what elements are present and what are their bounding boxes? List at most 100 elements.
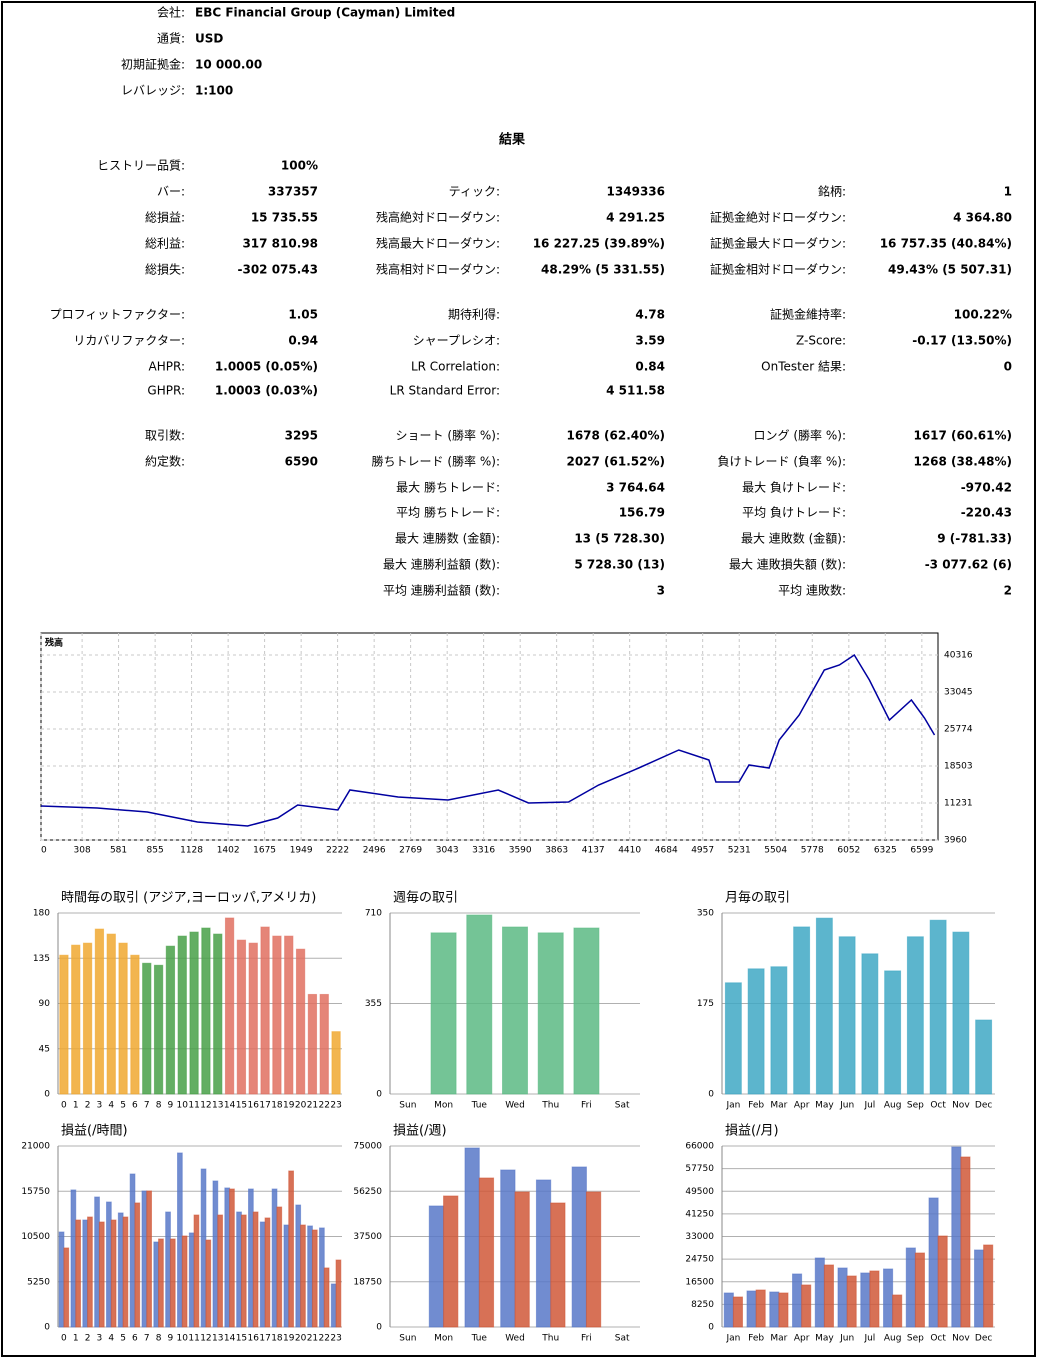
bar <box>153 1241 160 1328</box>
bar <box>319 993 329 1095</box>
x-tick-label: Mon <box>434 1101 453 1111</box>
x-tick-label: 581 <box>110 846 127 856</box>
bar <box>181 1235 188 1328</box>
stat-value: 3 764.64 <box>606 481 665 495</box>
bar <box>248 942 258 1095</box>
x-tick-label: Wed <box>505 1334 525 1344</box>
x-tick-label: 6 <box>132 1334 138 1344</box>
x-tick-label: 23 <box>330 1101 341 1111</box>
x-tick-label: Sep <box>907 1334 924 1344</box>
y-tick-label: 45 <box>39 1044 50 1054</box>
x-tick-label: 4957 <box>691 846 714 856</box>
y-tick-label: 0 <box>708 1323 714 1333</box>
bar <box>869 1270 880 1328</box>
bar <box>236 939 247 1095</box>
y-tick-label: 25774 <box>944 724 973 734</box>
bar <box>153 964 164 1095</box>
bar <box>846 1275 857 1328</box>
x-tick-label: Oct <box>930 1334 946 1344</box>
stat-value: 2 <box>1004 584 1012 598</box>
bar <box>861 953 879 1095</box>
x-tick-label: Jul <box>863 1334 875 1344</box>
stat-label: 残高相対ドローダウン: <box>376 262 500 277</box>
x-tick-label: 8 <box>156 1334 162 1344</box>
x-tick-label: Wed <box>505 1101 525 1111</box>
stat-label: Z-Score: <box>796 334 846 348</box>
bar <box>331 1031 341 1095</box>
x-tick-label: Sep <box>907 1101 924 1111</box>
x-tick-label: 9 <box>168 1334 174 1344</box>
stat-label: 最大 連勝利益額 (数): <box>383 557 500 572</box>
stat-label: 証拠金相対ドローダウン: <box>710 262 846 277</box>
bar <box>430 932 457 1095</box>
bar <box>264 1217 271 1328</box>
stat-label: 総利益: <box>145 237 185 251</box>
bar <box>284 935 294 1095</box>
stat-value: 2027 (61.52%) <box>566 455 665 469</box>
x-tick-label: 7 <box>144 1101 150 1111</box>
bar <box>502 926 528 1095</box>
x-tick-label: 3863 <box>545 846 568 856</box>
bar <box>573 927 600 1095</box>
x-tick-label: 19 <box>283 1101 295 1111</box>
x-tick-label: 22 <box>319 1101 330 1111</box>
x-tick-label: Apr <box>794 1334 810 1344</box>
x-tick-label: 1 <box>73 1334 79 1344</box>
stat-value: 49.43% (5 507.31) <box>888 263 1012 277</box>
stat-label: LR Standard Error: <box>390 384 500 398</box>
bar <box>514 1191 530 1328</box>
stat-value: 15 735.55 <box>251 211 318 225</box>
y-tick-label: 3960 <box>944 836 967 846</box>
y-tick-label: 135 <box>33 954 50 964</box>
bar <box>271 1188 278 1328</box>
bar <box>724 982 742 1095</box>
bar <box>229 1188 235 1328</box>
y-tick-label: 15750 <box>21 1187 50 1197</box>
stat-value: -3 077.62 (6) <box>925 558 1012 572</box>
bar <box>535 1179 552 1328</box>
bar <box>130 954 140 1095</box>
y-tick-label: 16500 <box>685 1277 714 1287</box>
x-tick-label: 0 <box>61 1101 67 1111</box>
x-tick-label: 4137 <box>582 846 605 856</box>
bar <box>478 1177 495 1328</box>
x-tick-label: 18 <box>271 1334 283 1344</box>
bar <box>224 917 235 1095</box>
stat-value: 4 364.80 <box>953 211 1012 225</box>
x-tick-label: Thu <box>541 1334 559 1344</box>
bar <box>252 1211 259 1328</box>
y-tick-label: 75000 <box>353 1142 382 1152</box>
bar <box>975 1019 993 1095</box>
x-tick-label: 3316 <box>472 846 495 856</box>
stat-label: シャープレシオ: <box>413 334 500 348</box>
stat-label: 最大 負けトレード: <box>742 481 846 495</box>
stat-value: 16 227.25 (39.89%) <box>533 237 665 251</box>
x-tick-label: 1675 <box>253 846 276 856</box>
x-tick-label: 21 <box>307 1334 318 1344</box>
x-tick-label: 0 <box>41 846 47 856</box>
results-title: 結果 <box>499 132 525 148</box>
plot-frame <box>40 632 939 841</box>
x-tick-label: 22 <box>319 1334 330 1344</box>
x-tick-label: 20 <box>295 1101 307 1111</box>
bar <box>201 927 211 1095</box>
bar <box>146 1190 152 1328</box>
bar <box>755 1289 766 1328</box>
stat-value: 100.22% <box>954 308 1012 322</box>
stat-value: 1268 (38.48%) <box>913 455 1012 469</box>
bar <box>240 1214 247 1328</box>
chart-title: 損益(/週) <box>393 1124 447 1139</box>
bar <box>464 1147 480 1328</box>
y-tick-label: 40316 <box>944 651 973 661</box>
x-tick-label: Aug <box>884 1101 902 1111</box>
stat-value: -302 075.43 <box>237 263 318 277</box>
x-tick-label: Jan <box>725 1101 740 1111</box>
stat-label: 平均 連勝利益額 (数): <box>383 583 500 598</box>
x-tick-label: 5504 <box>764 846 787 856</box>
bar <box>823 1264 834 1328</box>
x-tick-label: 11 <box>188 1101 199 1111</box>
y-tick-label: 0 <box>44 1090 50 1100</box>
stat-label: 最大 連敗数 (金額): <box>741 531 846 546</box>
x-tick-label: 13 <box>212 1334 223 1344</box>
x-tick-label: 2222 <box>326 846 349 856</box>
